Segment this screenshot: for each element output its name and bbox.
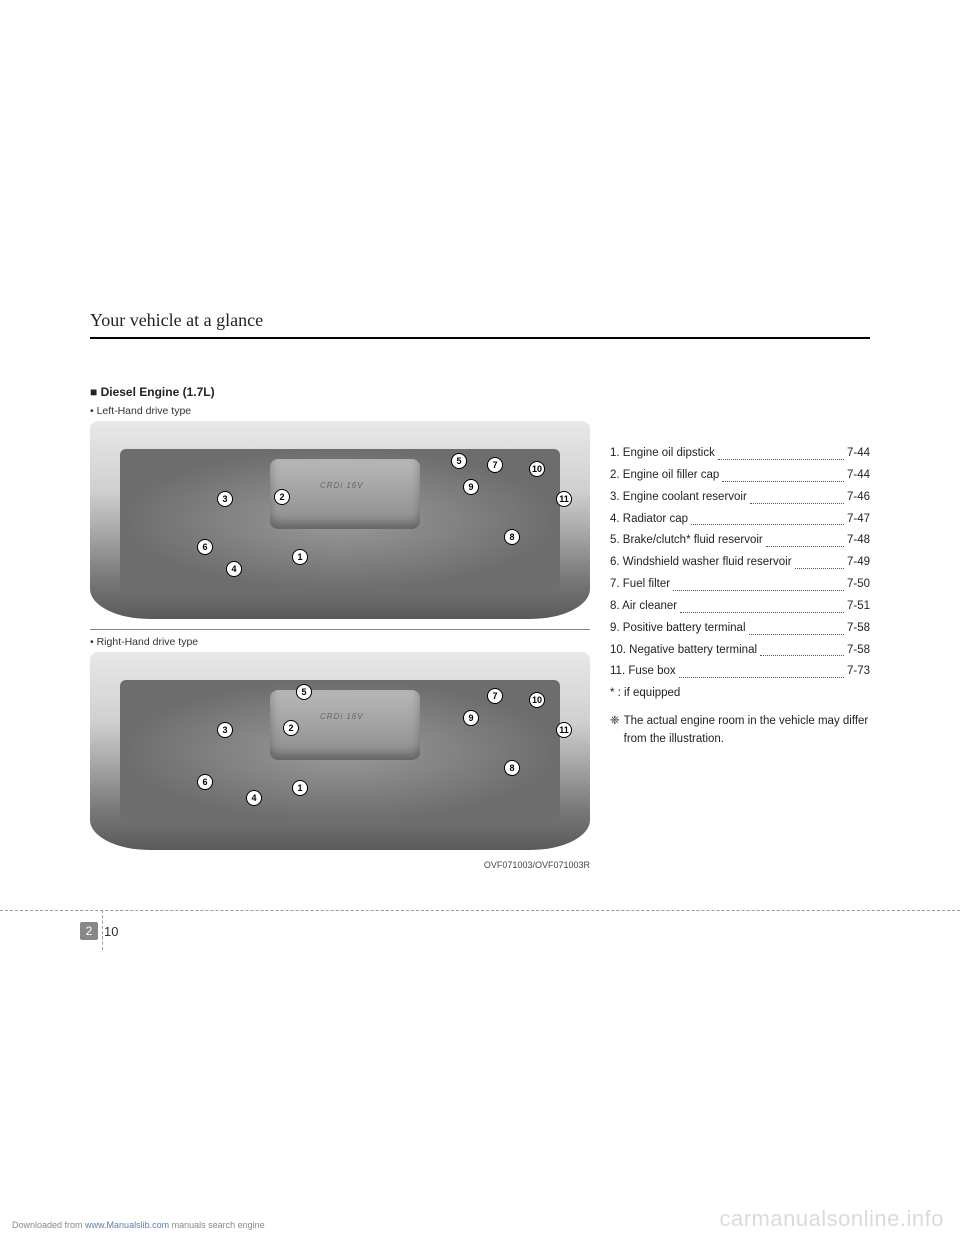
- item-page: 7-50: [847, 574, 870, 596]
- callout-5: 5: [451, 453, 467, 469]
- callout-7: 7: [487, 688, 503, 704]
- list-item: 5. Brake/clutch* fluid reservoir 7-48: [610, 530, 870, 552]
- footnote: * : if equipped: [610, 687, 870, 699]
- item-dots: [750, 487, 844, 504]
- footer-link[interactable]: www.Manualslib.com: [85, 1220, 169, 1230]
- page-number: 10: [104, 924, 118, 939]
- callout-11: 11: [556, 722, 572, 738]
- footer-dashed-rule: [0, 910, 960, 911]
- footer-suffix: manuals search engine: [169, 1220, 265, 1230]
- page-number-wrap: 2 10: [80, 922, 118, 940]
- callout-3: 3: [217, 722, 233, 738]
- subtype-left: • Left-Hand drive type: [90, 405, 590, 417]
- item-label: 8. Air cleaner: [610, 596, 677, 618]
- item-label: 10. Negative battery terminal: [610, 640, 757, 662]
- item-page: 7-44: [847, 465, 870, 487]
- callout-1: 1: [292, 780, 308, 796]
- callout-2: 2: [274, 489, 290, 505]
- item-page: 7-46: [847, 487, 870, 509]
- callout-9: 9: [463, 710, 479, 726]
- callout-9: 9: [463, 479, 479, 495]
- watermark: carmanualsonline.info: [719, 1206, 944, 1232]
- item-page: 7-48: [847, 530, 870, 552]
- note-marker: ❈: [610, 713, 620, 748]
- item-page: 7-51: [847, 596, 870, 618]
- callout-6: 6: [197, 539, 213, 555]
- item-label: 4. Radiator cap: [610, 509, 688, 531]
- item-label: 5. Brake/clutch* fluid reservoir: [610, 530, 763, 552]
- engine-label: ■ Diesel Engine (1.7L): [90, 385, 590, 399]
- subtype-right: • Right-Hand drive type: [90, 636, 590, 648]
- download-footer: Downloaded from www.Manualslib.com manua…: [12, 1220, 265, 1230]
- list-item: 4. Radiator cap 7-47: [610, 509, 870, 531]
- item-dots: [691, 509, 844, 526]
- list-item: 7. Fuel filter 7-50: [610, 574, 870, 596]
- header-rule: [90, 337, 870, 339]
- callout-3: 3: [217, 491, 233, 507]
- item-label: 3. Engine coolant reservoir: [610, 487, 747, 509]
- engine-block-text: CRDi 16V: [320, 481, 364, 490]
- callout-8: 8: [504, 529, 520, 545]
- item-page: 7-58: [847, 640, 870, 662]
- callout-11: 11: [556, 491, 572, 507]
- list-item: 1. Engine oil dipstick 7-44: [610, 443, 870, 465]
- item-label: 9. Positive battery terminal: [610, 618, 746, 640]
- item-label: 2. Engine oil filler cap: [610, 465, 719, 487]
- callout-4: 4: [226, 561, 242, 577]
- engine-illustration-left: CRDi 16V 1 2 3 4 5 6 7 8 9 10 11: [90, 421, 590, 619]
- item-dots: [795, 552, 844, 569]
- callout-5: 5: [296, 684, 312, 700]
- content-row: ■ Diesel Engine (1.7L) • Left-Hand drive…: [90, 385, 870, 870]
- item-page: 7-49: [847, 552, 870, 574]
- item-label: 7. Fuel filter: [610, 574, 670, 596]
- engine-block-shape: [270, 459, 420, 529]
- item-dots: [680, 596, 844, 613]
- item-page: 7-47: [847, 509, 870, 531]
- engine-illustration-right: CRDi 16V 1 2 3 4 5 6 7 8 9 10 11: [90, 652, 590, 850]
- item-page: 7-44: [847, 443, 870, 465]
- list-item: 10. Negative battery terminal 7-58: [610, 640, 870, 662]
- note-text: The actual engine room in the vehicle ma…: [624, 713, 870, 748]
- chapter-badge: 2: [80, 922, 98, 940]
- item-label: 11. Fuse box: [610, 661, 676, 683]
- item-page: 7-73: [847, 661, 870, 683]
- item-dots: [760, 640, 844, 657]
- item-dots: [673, 574, 844, 591]
- callout-10: 10: [529, 461, 545, 477]
- list-item: 2. Engine oil filler cap 7-44: [610, 465, 870, 487]
- page-title: Your vehicle at a glance: [90, 310, 870, 331]
- item-dots: [749, 618, 844, 635]
- callout-8: 8: [504, 760, 520, 776]
- callout-7: 7: [487, 457, 503, 473]
- item-label: 1. Engine oil dipstick: [610, 443, 715, 465]
- item-dots: [722, 465, 844, 482]
- item-page: 7-58: [847, 618, 870, 640]
- footer-prefix: Downloaded from: [12, 1220, 85, 1230]
- engine-block-text: CRDi 16V: [320, 712, 364, 721]
- callout-2: 2: [283, 720, 299, 736]
- item-dots: [766, 530, 844, 547]
- item-label: 6. Windshield washer fluid reservoir: [610, 552, 792, 574]
- list-item: 8. Air cleaner 7-51: [610, 596, 870, 618]
- item-dots: [679, 661, 844, 678]
- list-item: 3. Engine coolant reservoir 7-46: [610, 487, 870, 509]
- illustration-divider: [90, 629, 590, 630]
- parts-list: 1. Engine oil dipstick7-442. Engine oil …: [610, 443, 870, 683]
- list-item: 9. Positive battery terminal 7-58: [610, 618, 870, 640]
- callout-4: 4: [246, 790, 262, 806]
- figure-code: OVF071003/OVF071003R: [90, 860, 590, 870]
- list-item: 6. Windshield washer fluid reservoir 7-49: [610, 552, 870, 574]
- note: ❈ The actual engine room in the vehicle …: [610, 713, 870, 748]
- list-item: 11. Fuse box 7-73: [610, 661, 870, 683]
- item-dots: [718, 443, 844, 460]
- callout-10: 10: [529, 692, 545, 708]
- callout-1: 1: [292, 549, 308, 565]
- right-column: 1. Engine oil dipstick7-442. Engine oil …: [610, 385, 870, 870]
- left-column: ■ Diesel Engine (1.7L) • Left-Hand drive…: [90, 385, 590, 870]
- callout-6: 6: [197, 774, 213, 790]
